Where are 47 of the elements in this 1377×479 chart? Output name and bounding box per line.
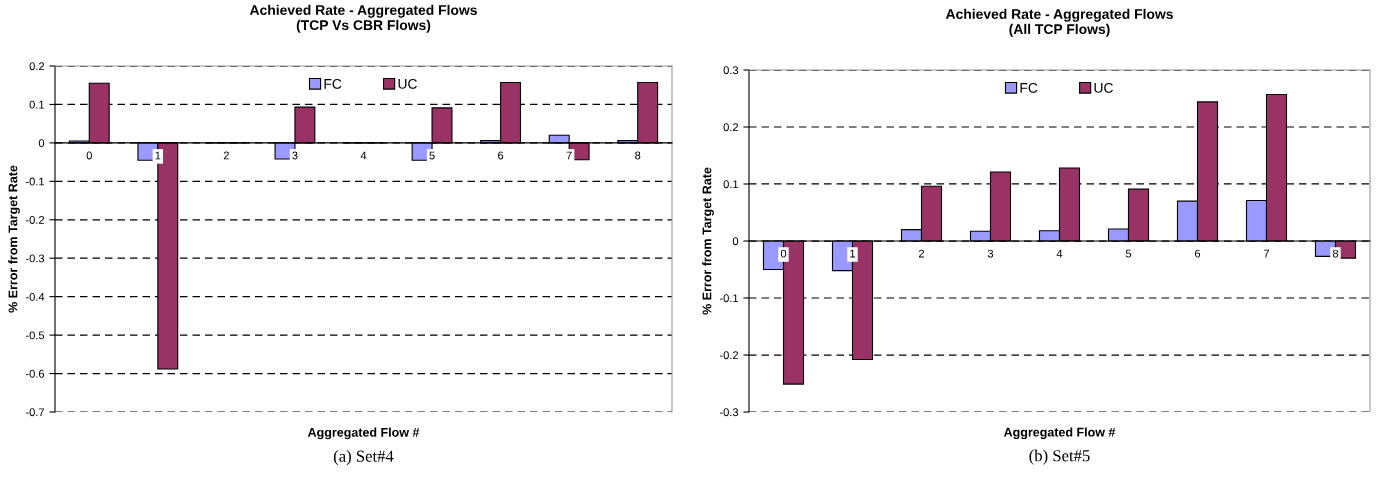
text: (b) Set#5: [1029, 449, 1090, 465]
y-tick-label: -0.3: [719, 408, 739, 417]
y-tick-label: -0.1: [719, 294, 739, 303]
y-tick-label: 0.3: [723, 66, 739, 75]
y-tick-label: 0: [38, 139, 45, 148]
y-tick-label: 0.1: [29, 100, 45, 109]
legend-label: FC: [1020, 82, 1038, 93]
x-tick-label: 3: [987, 249, 994, 258]
x-tick-label: 6: [1194, 249, 1201, 258]
x-tick-label: 4: [360, 151, 367, 160]
y-tick-label: 0.1: [723, 180, 739, 189]
y-tick-label: -0.7: [25, 408, 45, 417]
x-tick-label: 0: [780, 249, 787, 258]
x-tick-label: 5: [1125, 249, 1132, 258]
y-tick-label: -0.3: [25, 254, 45, 263]
y-tick-label: 0.2: [723, 123, 739, 132]
x-tick-label: 5: [429, 151, 435, 160]
x-axis-title: Aggregated Flow #: [1003, 427, 1116, 440]
x-tick-label: 1: [155, 151, 161, 160]
chart-title: Achieved Rate - Aggregated Flows (TCP Vs CBR Flows): [249, 4, 477, 33]
text: (a) Set#4: [333, 450, 394, 466]
legend-label: FC: [324, 78, 342, 89]
x-tick-label: 0: [86, 151, 92, 160]
x-tick-label: 8: [1332, 249, 1339, 258]
y-axis-title: % Error from Target Rate: [702, 167, 714, 315]
y-tick-label: 0: [732, 237, 739, 246]
y-tick-label: -0.6: [25, 369, 45, 378]
x-tick-label: 1: [850, 249, 856, 258]
chart-title: Achieved Rate - Aggregated Flows (All TCP Flows): [945, 8, 1173, 37]
x-axis-title: Aggregated Flow #: [307, 427, 420, 440]
x-tick-label: 7: [566, 151, 572, 160]
y-axis-title: % Error from Target Rate: [8, 165, 20, 313]
x-tick-label: 8: [635, 151, 641, 160]
x-tick-label: 4: [1056, 249, 1063, 258]
legend-label: UC: [1094, 82, 1113, 93]
x-tick-label: 7: [1263, 249, 1270, 258]
y-tick-label: -0.5: [25, 331, 45, 340]
y-tick-label: -0.2: [719, 351, 739, 360]
y-tick-label: 0.2: [29, 62, 45, 71]
x-tick-label: 2: [918, 249, 925, 258]
y-tick-label: -0.2: [25, 216, 45, 224]
x-tick-label: 3: [292, 151, 298, 160]
x-tick-label: 6: [498, 151, 504, 160]
y-tick-label: -0.1: [25, 177, 45, 186]
y-tick-label: -0.4: [25, 292, 45, 301]
legend-label: UC: [398, 78, 417, 89]
x-tick-label: 2: [223, 151, 229, 160]
